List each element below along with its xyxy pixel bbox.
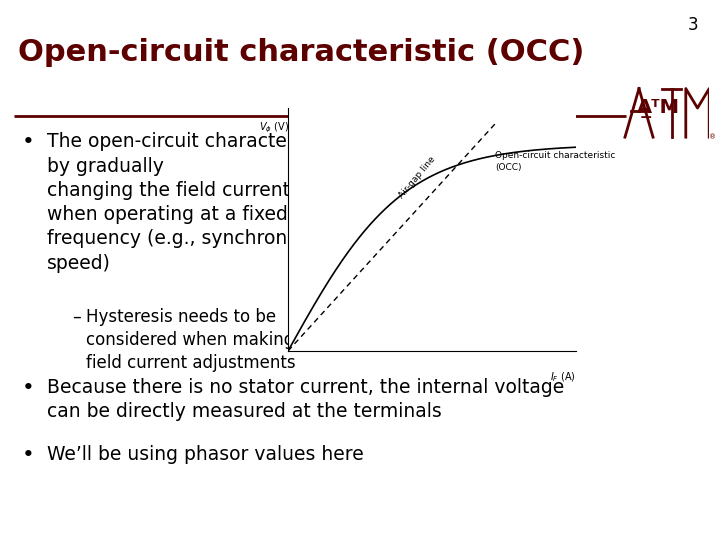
Text: We’ll be using phasor values here: We’ll be using phasor values here bbox=[47, 446, 364, 464]
Text: A̲ᵀM: A̲ᵀM bbox=[637, 98, 680, 118]
Text: ®: ® bbox=[709, 134, 716, 140]
Text: –: – bbox=[72, 308, 81, 326]
Text: •: • bbox=[22, 132, 35, 152]
Text: Air-gap line: Air-gap line bbox=[397, 155, 438, 200]
Text: •: • bbox=[22, 378, 35, 398]
Text: The open-circuit characteristic (OCC) can be derived
by gradually
changing the f: The open-circuit characteristic (OCC) ca… bbox=[47, 132, 539, 273]
Text: •: • bbox=[22, 446, 35, 465]
Text: Open-circuit characteristic
(OCC): Open-circuit characteristic (OCC) bbox=[495, 151, 616, 172]
Text: Because there is no stator current, the internal voltage
can be directly measure: Because there is no stator current, the … bbox=[47, 378, 564, 421]
Text: $V_\phi$ (V): $V_\phi$ (V) bbox=[258, 120, 289, 134]
Text: $I_F$ (A): $I_F$ (A) bbox=[550, 370, 576, 384]
Text: Open-circuit characteristic (OCC): Open-circuit characteristic (OCC) bbox=[18, 38, 585, 67]
Text: 3: 3 bbox=[688, 16, 698, 34]
Text: Hysteresis needs to be
considered when making
field current adjustments: Hysteresis needs to be considered when m… bbox=[86, 308, 296, 372]
